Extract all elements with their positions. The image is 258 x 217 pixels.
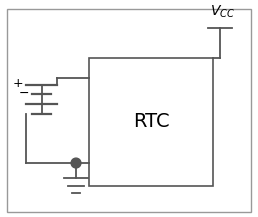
Text: +: + bbox=[12, 77, 23, 90]
Text: $V_{CC}$: $V_{CC}$ bbox=[210, 3, 235, 20]
Text: −: − bbox=[18, 87, 29, 100]
Bar bbox=[89, 58, 213, 186]
Circle shape bbox=[71, 158, 81, 168]
Text: RTC: RTC bbox=[133, 112, 170, 131]
